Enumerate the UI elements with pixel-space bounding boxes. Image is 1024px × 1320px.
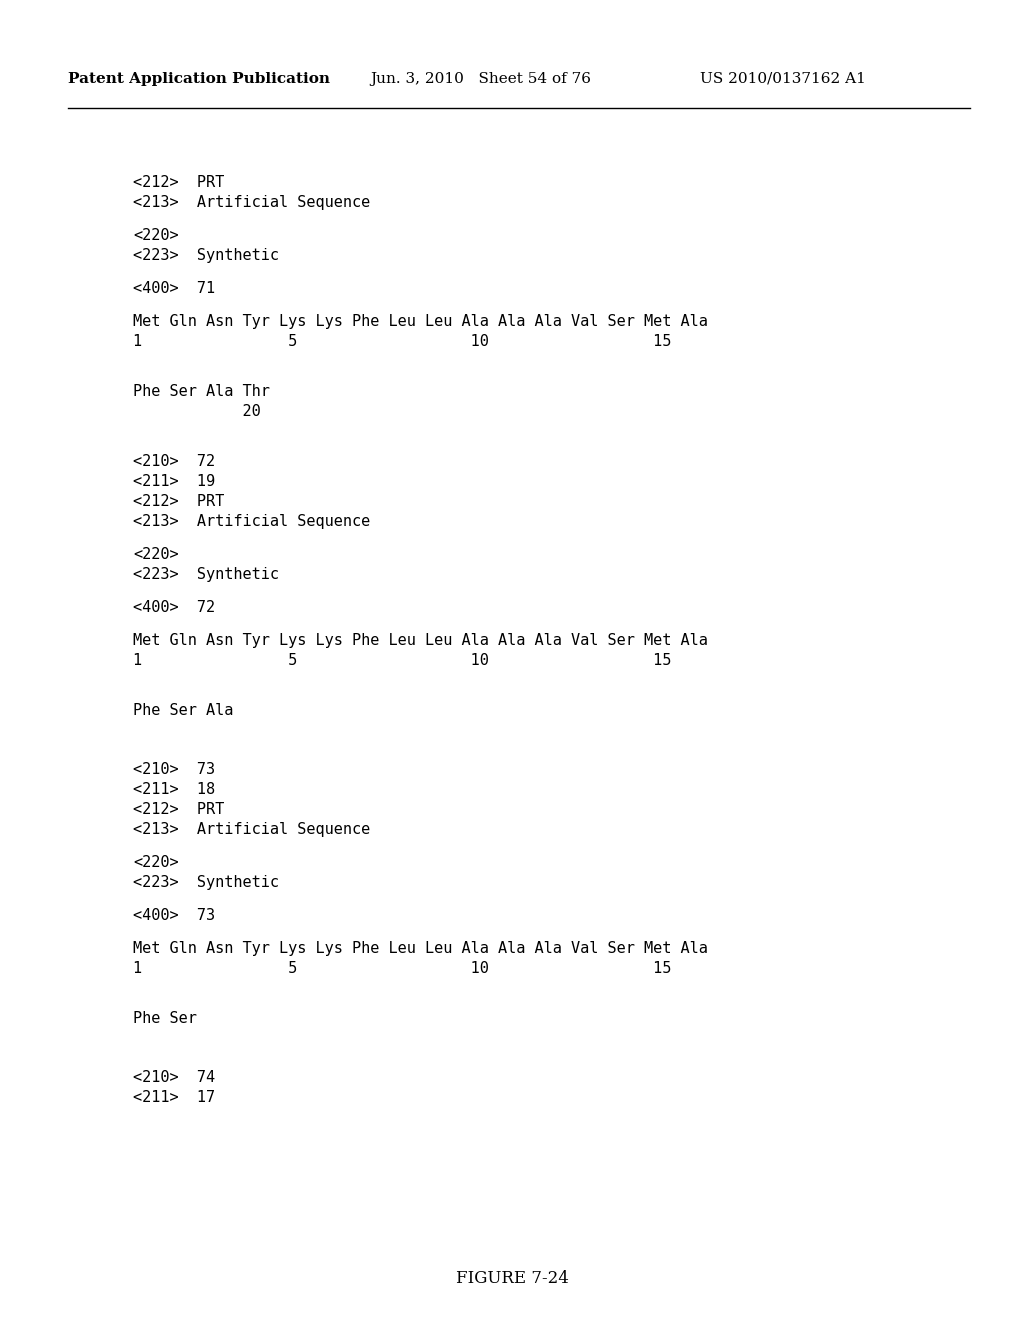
Text: <220>: <220> xyxy=(133,546,178,562)
Text: 1                5                   10                  15: 1 5 10 15 xyxy=(133,653,672,668)
Text: <210>  74: <210> 74 xyxy=(133,1071,215,1085)
Text: <212>  PRT: <212> PRT xyxy=(133,494,224,510)
Text: <210>  73: <210> 73 xyxy=(133,762,215,777)
Text: <211>  18: <211> 18 xyxy=(133,781,215,797)
Text: <211>  19: <211> 19 xyxy=(133,474,215,488)
Text: Jun. 3, 2010   Sheet 54 of 76: Jun. 3, 2010 Sheet 54 of 76 xyxy=(370,73,591,86)
Text: <400>  73: <400> 73 xyxy=(133,908,215,923)
Text: 1                5                   10                  15: 1 5 10 15 xyxy=(133,334,672,348)
Text: Met Gln Asn Tyr Lys Lys Phe Leu Leu Ala Ala Ala Val Ser Met Ala: Met Gln Asn Tyr Lys Lys Phe Leu Leu Ala … xyxy=(133,941,708,956)
Text: <400>  71: <400> 71 xyxy=(133,281,215,296)
Text: Phe Ser Ala: Phe Ser Ala xyxy=(133,704,233,718)
Text: <220>: <220> xyxy=(133,855,178,870)
Text: <220>: <220> xyxy=(133,228,178,243)
Text: Phe Ser Ala Thr: Phe Ser Ala Thr xyxy=(133,384,270,399)
Text: <210>  72: <210> 72 xyxy=(133,454,215,469)
Text: <213>  Artificial Sequence: <213> Artificial Sequence xyxy=(133,195,371,210)
Text: US 2010/0137162 A1: US 2010/0137162 A1 xyxy=(700,73,866,86)
Text: <400>  72: <400> 72 xyxy=(133,601,215,615)
Text: <223>  Synthetic: <223> Synthetic xyxy=(133,248,279,263)
Text: Met Gln Asn Tyr Lys Lys Phe Leu Leu Ala Ala Ala Val Ser Met Ala: Met Gln Asn Tyr Lys Lys Phe Leu Leu Ala … xyxy=(133,634,708,648)
Text: <213>  Artificial Sequence: <213> Artificial Sequence xyxy=(133,822,371,837)
Text: 1                5                   10                  15: 1 5 10 15 xyxy=(133,961,672,975)
Text: <212>  PRT: <212> PRT xyxy=(133,803,224,817)
Text: Phe Ser: Phe Ser xyxy=(133,1011,197,1026)
Text: <213>  Artificial Sequence: <213> Artificial Sequence xyxy=(133,513,371,529)
Text: <211>  17: <211> 17 xyxy=(133,1090,215,1105)
Text: Met Gln Asn Tyr Lys Lys Phe Leu Leu Ala Ala Ala Val Ser Met Ala: Met Gln Asn Tyr Lys Lys Phe Leu Leu Ala … xyxy=(133,314,708,329)
Text: <223>  Synthetic: <223> Synthetic xyxy=(133,875,279,890)
Text: <223>  Synthetic: <223> Synthetic xyxy=(133,568,279,582)
Text: Patent Application Publication: Patent Application Publication xyxy=(68,73,330,86)
Text: <212>  PRT: <212> PRT xyxy=(133,176,224,190)
Text: 20: 20 xyxy=(133,404,261,418)
Text: FIGURE 7-24: FIGURE 7-24 xyxy=(456,1270,568,1287)
